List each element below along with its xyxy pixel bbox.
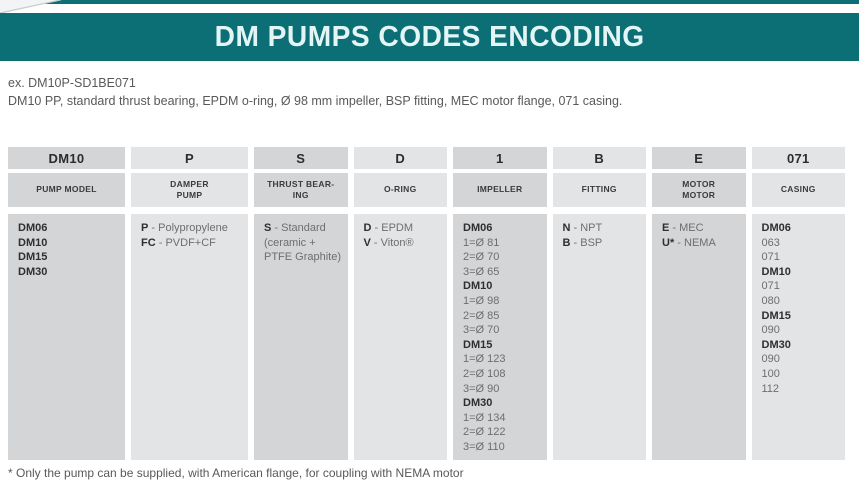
example-description: DM10 PP, standard thrust bearing, EPDM o…: [8, 94, 623, 108]
content-line: N - NPT: [562, 222, 603, 234]
corner-fold-decoration: [0, 0, 62, 14]
footnote: * Only the pump can be supplied, with Am…: [8, 466, 464, 480]
code-example-block: ex. DM10P-SD1BE071 DM10 PP, standard thr…: [8, 76, 851, 108]
label-cell-o-ring: O-RING: [353, 173, 447, 207]
content-line: DM06: [18, 222, 48, 234]
content-line: DM06: [761, 222, 791, 234]
content-line: S - Standard: [264, 222, 326, 234]
content-line: 3=Ø 70: [463, 324, 500, 337]
content-cell-motor-flange: E - MEC U* - NEMA: [652, 214, 746, 460]
column-o-ring: D O-RING D - EPDM V - Viton®: [353, 147, 447, 460]
content-line: DM15: [761, 309, 791, 322]
content-line: 112: [761, 382, 780, 395]
content-line: 1=Ø 134: [463, 411, 506, 424]
code-cell-o-ring: D: [353, 147, 447, 169]
column-damper-pump: P DAMPER PUMP P - Polypropylene FC - PVDF+C…: [131, 147, 248, 460]
content-line: U* - NEMA: [662, 236, 716, 249]
content-line: P - Polypropylene: [141, 222, 228, 234]
content-line: 063: [761, 236, 780, 249]
content-cell-thrust-bearing: S - Standard (ceramic + PTFE Graphite): [254, 214, 348, 460]
content-cell-o-ring: D - EPDM V - Viton®: [353, 214, 447, 460]
code-cell-pump-model: DM10: [8, 147, 125, 169]
label-cell-fitting: FITTING: [552, 173, 646, 207]
code-cell-impeller: 1: [453, 147, 547, 169]
content-line: 2=Ø 122: [463, 426, 506, 439]
content-line: 3=Ø 65: [463, 265, 500, 278]
content-line: 090: [761, 324, 780, 337]
content-line: B - BSP: [562, 236, 603, 249]
content-line: DM10: [761, 265, 791, 278]
label-cell-impeller: IMPELLER: [453, 173, 547, 207]
column-pump-model: DM10 PUMP MODEL DM06 DM10 DM15 DM30: [8, 147, 125, 460]
content-cell-casing: DM06 063 071 DM10 071 080 DM15 090 DM30 090 100 112: [751, 214, 845, 460]
column-motor-flange: E MOTOR MOTOR E - MEC U* - NEMA: [652, 147, 746, 460]
column-fitting: B FITTING N - NPT B - BSP: [552, 147, 646, 460]
content-line: E - MEC: [662, 222, 704, 234]
content-line: 1=Ø 81: [463, 236, 500, 249]
content-line: (ceramic +: [264, 236, 316, 249]
code-cell-motor-flange: E: [652, 147, 746, 169]
code-cell-casing: 071: [751, 147, 845, 169]
label-cell-thrust-bearing: THRUST BEAR- ING: [254, 173, 348, 207]
column-casing: 071 CASING DM06 063 071 DM10 071 080 DM15 090 DM30…: [751, 147, 845, 460]
code-cell-damper-pump: P: [131, 147, 248, 169]
label-cell-casing: CASING: [751, 173, 845, 207]
code-cell-thrust-bearing: S: [254, 147, 348, 169]
content-line: 071: [761, 251, 780, 264]
content-line: D - EPDM: [363, 222, 414, 234]
content-line: DM15: [18, 251, 48, 264]
content-line: 071: [761, 280, 780, 293]
content-line: DM30: [463, 397, 493, 410]
content-line: 090: [761, 353, 780, 366]
content-line: PTFE Graphite): [264, 251, 342, 264]
content-line: 1=Ø 123: [463, 353, 506, 366]
column-thrust-bearing: S THRUST BEAR- ING S - Standard (ceramic + P…: [254, 147, 348, 460]
label-cell-pump-model: PUMP MODEL: [8, 173, 125, 207]
top-accent-strip: [0, 0, 859, 4]
example-code-text: ex. DM10P-SD1BE071: [8, 76, 136, 90]
page-title: DM PUMPS CODES ENCODING: [214, 20, 645, 53]
content-line: DM30: [18, 265, 48, 278]
content-line: 2=Ø 70: [463, 251, 500, 264]
content-line: DM10: [463, 280, 493, 293]
title-bar: DM PUMPS CODES ENCODING: [0, 13, 859, 61]
content-line: 3=Ø 110: [463, 440, 505, 453]
code-cell-fitting: B: [552, 147, 646, 169]
content-line: FC - PVDF+CF: [141, 236, 216, 249]
content-line: DM30: [761, 338, 791, 351]
content-line: DM10: [18, 236, 48, 249]
content-line: DM06: [463, 222, 493, 234]
content-line: DM15: [463, 338, 493, 351]
label-cell-motor-flange: MOTOR MOTOR: [652, 173, 746, 207]
codes-table: DM10 PUMP MODEL DM06 DM10 DM15 DM30 P DAMPER PU…: [8, 147, 845, 460]
content-line: V - Viton®: [363, 236, 414, 249]
content-cell-pump-model: DM06 DM10 DM15 DM30: [8, 214, 125, 460]
content-line: 3=Ø 90: [463, 382, 500, 395]
content-cell-fitting: N - NPT B - BSP: [552, 214, 646, 460]
column-impeller: 1 IMPELLER DM06 1=Ø 81 2=Ø 70 3=Ø 65 DM10 1=Ø 9…: [453, 147, 547, 460]
content-line: 080: [761, 294, 780, 307]
content-line: 2=Ø 108: [463, 367, 506, 380]
label-cell-damper-pump: DAMPER PUMP: [131, 173, 248, 207]
content-cell-impeller: DM06 1=Ø 81 2=Ø 70 3=Ø 65 DM10 1=Ø 98 2=Ø 85 3=…: [453, 214, 547, 460]
content-line: 100: [761, 367, 780, 380]
content-cell-damper-pump: P - Polypropylene FC - PVDF+CF: [131, 214, 248, 460]
content-line: 2=Ø 85: [463, 309, 500, 322]
content-line: 1=Ø 98: [463, 294, 500, 307]
